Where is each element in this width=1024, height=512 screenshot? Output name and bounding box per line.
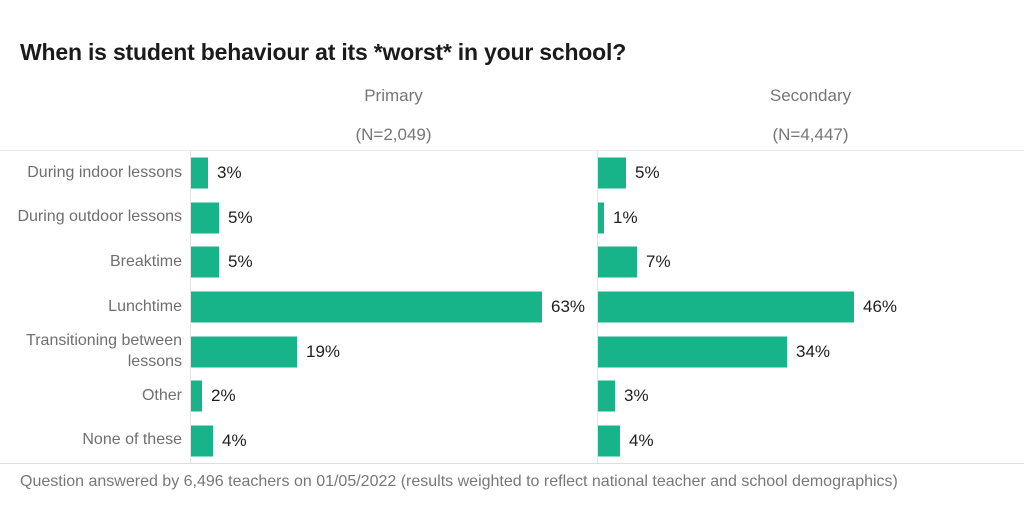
bar-primary bbox=[191, 202, 219, 234]
series-name-primary: Primary bbox=[364, 86, 423, 105]
category-label: Lunchtime bbox=[108, 297, 182, 315]
sample-size-secondary: (N=4,447) bbox=[772, 125, 849, 144]
panel-primary: 3% bbox=[190, 151, 597, 196]
value-label-secondary: 46% bbox=[863, 296, 898, 316]
panel-primary: 5% bbox=[190, 195, 597, 241]
value-label-secondary: 34% bbox=[796, 341, 831, 361]
column-header-secondary: Secondary (N=4,447) bbox=[597, 86, 1024, 145]
value-label-primary: 5% bbox=[228, 252, 253, 272]
value-label-primary: 3% bbox=[217, 163, 242, 183]
panel-secondary: 3% bbox=[597, 373, 1024, 419]
bar-secondary bbox=[598, 425, 620, 457]
chart-row: During indoor lessons 3% 5% bbox=[0, 151, 1024, 196]
chart-row: Other 2% 3% bbox=[0, 373, 1024, 419]
bar-primary bbox=[191, 425, 213, 457]
value-label-secondary: 5% bbox=[635, 163, 660, 183]
chart-row: Transitioning between lessons 19% 34% bbox=[0, 329, 1024, 374]
bar-secondary bbox=[598, 246, 637, 278]
panel-secondary: 34% bbox=[597, 329, 1024, 374]
chart-row: Breaktime 5% 7% bbox=[0, 240, 1024, 285]
panel-primary: 5% bbox=[190, 240, 597, 285]
panel-primary: 63% bbox=[190, 284, 597, 330]
bar-chart: During indoor lessons 3% 5% During outdoor … bbox=[0, 150, 1024, 464]
panel-primary: 2% bbox=[190, 373, 597, 419]
category-label: None of these bbox=[82, 431, 182, 449]
bar-primary bbox=[191, 380, 202, 412]
value-label-secondary: 1% bbox=[613, 207, 638, 227]
bar-primary bbox=[191, 336, 297, 368]
value-label-primary: 4% bbox=[222, 430, 247, 450]
category-label: Transitioning between lessons bbox=[26, 331, 182, 370]
category-label: Other bbox=[141, 386, 182, 404]
chart-title: When is student behaviour at its *worst*… bbox=[20, 39, 627, 66]
panel-secondary: 7% bbox=[597, 240, 1024, 285]
bar-secondary bbox=[598, 380, 615, 412]
bar-primary bbox=[191, 157, 208, 189]
panel-primary: 4% bbox=[190, 418, 597, 463]
panel-secondary: 46% bbox=[597, 284, 1024, 330]
bar-secondary bbox=[598, 291, 854, 323]
bar-primary bbox=[191, 291, 542, 323]
category-label: During indoor lessons bbox=[27, 163, 182, 181]
bar-secondary bbox=[598, 202, 604, 234]
value-label-secondary: 7% bbox=[646, 252, 671, 272]
column-header-primary: Primary (N=2,049) bbox=[190, 86, 597, 145]
bar-secondary bbox=[598, 157, 626, 189]
series-name-secondary: Secondary bbox=[769, 86, 852, 105]
chart-row: Lunchtime 63% 46% bbox=[0, 284, 1024, 330]
chart-row: None of these 4% 4% bbox=[0, 418, 1024, 463]
panel-secondary: 1% bbox=[597, 195, 1024, 241]
chart-row: During outdoor lessons 5% 1% bbox=[0, 195, 1024, 241]
value-label-primary: 2% bbox=[211, 386, 236, 406]
value-label-secondary: 4% bbox=[629, 430, 654, 450]
panel-secondary: 4% bbox=[597, 418, 1024, 463]
bar-primary bbox=[191, 246, 219, 278]
footer-note: Question answered by 6,496 teachers on 0… bbox=[20, 473, 898, 490]
value-label-primary: 63% bbox=[551, 296, 586, 316]
category-label: During outdoor lessons bbox=[17, 208, 182, 226]
value-label-secondary: 3% bbox=[624, 386, 649, 406]
value-label-primary: 19% bbox=[306, 341, 341, 361]
bar-secondary bbox=[598, 336, 787, 368]
sample-size-primary: (N=2,049) bbox=[355, 125, 432, 144]
panel-primary: 19% bbox=[190, 329, 597, 374]
category-label: Breaktime bbox=[109, 253, 182, 271]
value-label-primary: 5% bbox=[228, 207, 253, 227]
panel-secondary: 5% bbox=[597, 151, 1024, 196]
